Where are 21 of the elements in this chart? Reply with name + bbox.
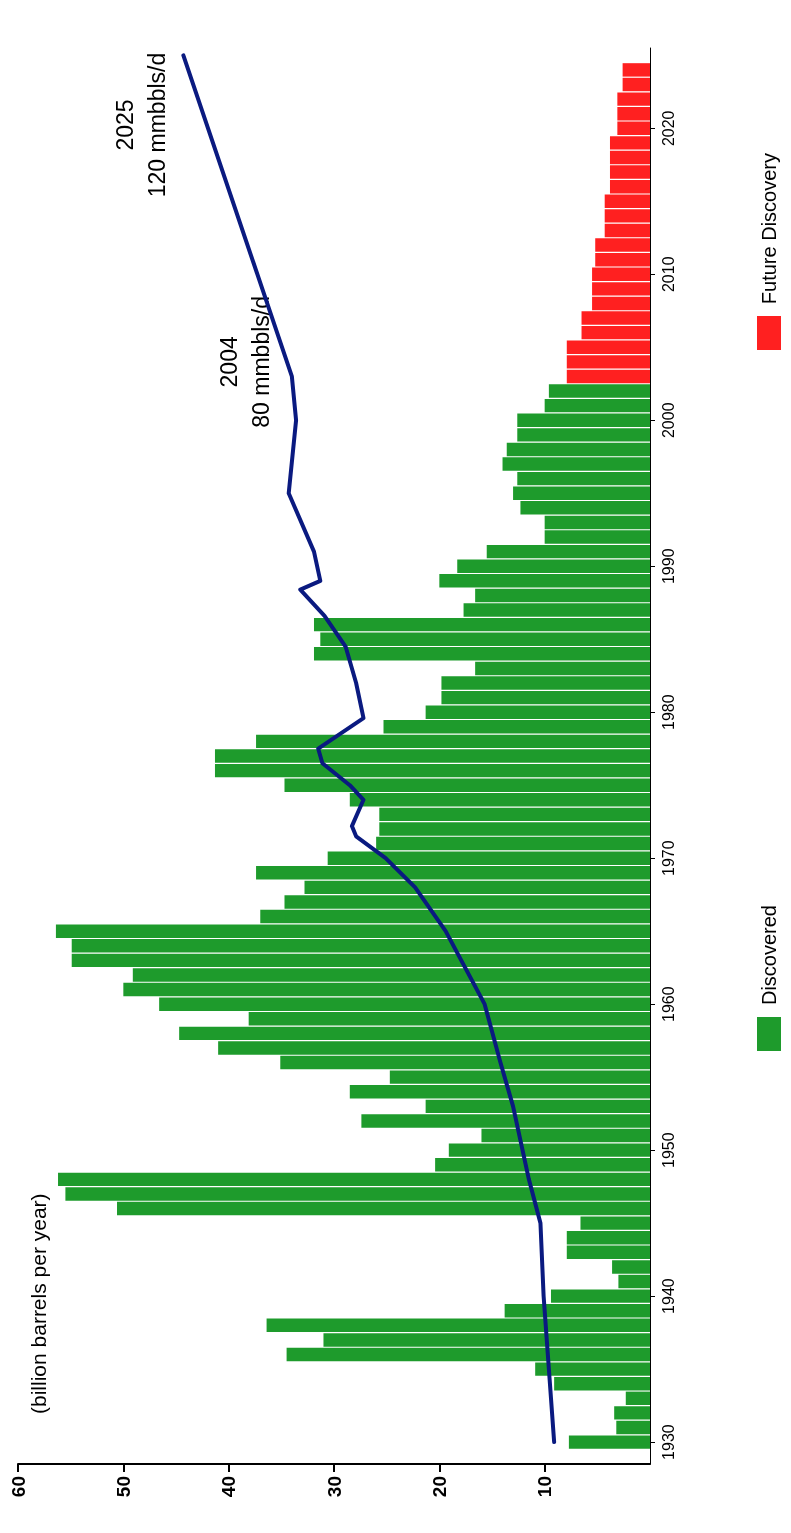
y-tick-label: 1970 <box>659 840 677 876</box>
x-tick-label: 50 <box>112 1476 134 1498</box>
x-tick-label: 40 <box>218 1476 240 1498</box>
y-tick-label: 1950 <box>659 1132 677 1168</box>
x-tick-label: 60 <box>7 1476 29 1498</box>
y-tick-label: 2010 <box>659 256 677 293</box>
y-tick-label: 1990 <box>659 548 677 585</box>
y-tick-label: 1940 <box>659 1278 677 1314</box>
y-tick-label: 1960 <box>659 986 677 1022</box>
annotation: 2004 80 mmbbls/d <box>215 296 274 428</box>
y-tick-label: 2000 <box>659 402 677 439</box>
x-tick-label: 10 <box>534 1476 556 1498</box>
text: Discovered <box>757 904 781 1005</box>
y-axis-title: (billion barrels per year) <box>26 1193 50 1414</box>
x-tick-label: 20 <box>428 1476 450 1498</box>
y-tick-label: 1980 <box>659 694 677 730</box>
y-tick-label: 1930 <box>659 1424 677 1460</box>
x-tick-label: 30 <box>323 1476 345 1498</box>
annotation: 2025 120 mmbbls/d <box>112 52 171 198</box>
text: Future Discovery <box>757 152 781 304</box>
y-tick-label: 2020 <box>659 110 677 147</box>
